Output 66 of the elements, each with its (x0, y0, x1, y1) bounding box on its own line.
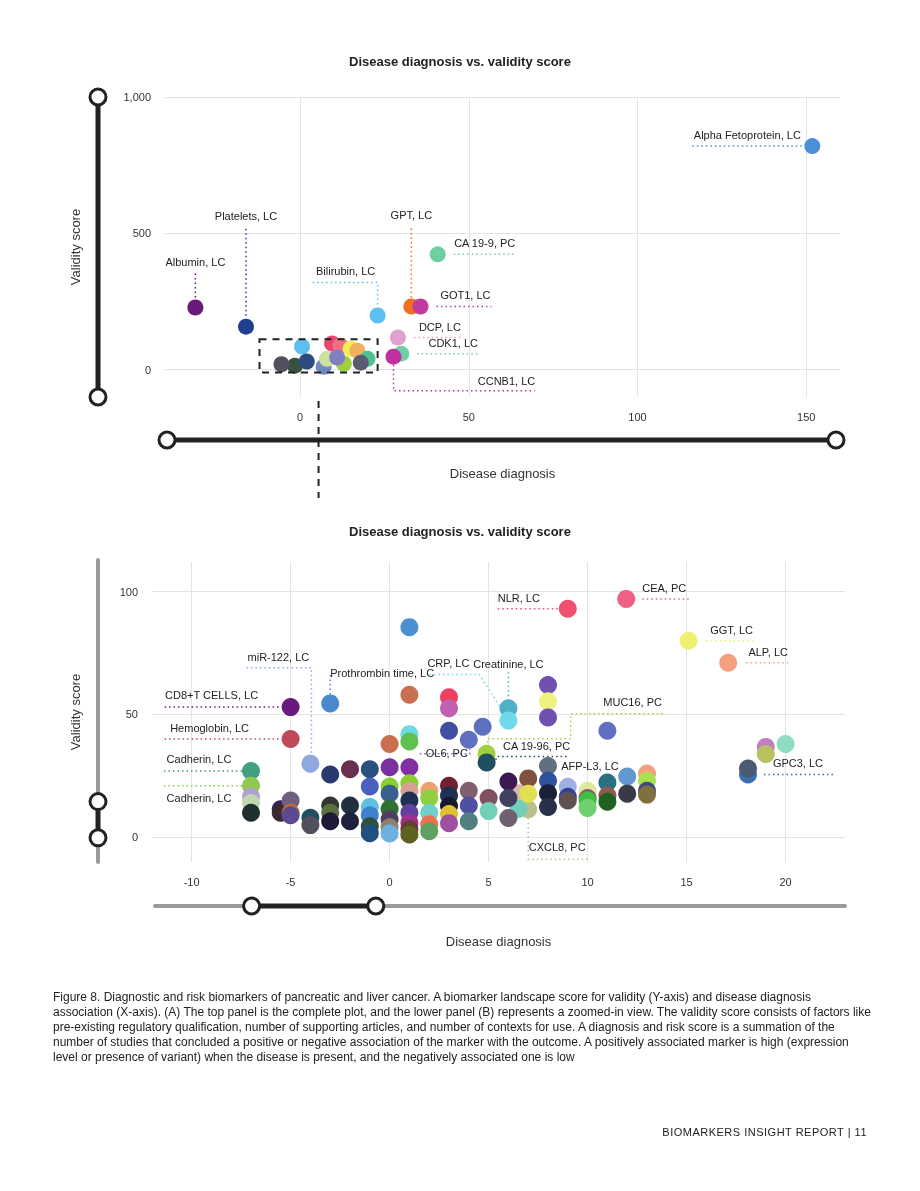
annotation: ALP, LC (748, 645, 788, 658)
annotation: GPT, LC (390, 209, 433, 222)
annotation: Alpha Fetoprotein, LC (693, 129, 801, 142)
annotation: GOT1, LC (440, 289, 491, 302)
annotation: AFP-L3, LC (561, 760, 619, 773)
chart-title: Disease diagnosis vs. validity score (349, 524, 571, 539)
x-tick-label: 50 (462, 410, 475, 423)
annotation: CDK1, LC (428, 336, 479, 349)
point (804, 138, 821, 155)
y-axis-title: Validity score (68, 208, 83, 286)
x-tick-label: 0 (296, 410, 304, 423)
y-tick-label: 100 (119, 585, 138, 598)
annotation: CXCL8, PC (528, 841, 586, 854)
point (369, 307, 386, 324)
annotation: Creatinine, LC (473, 658, 544, 671)
annotation: Prothrombin time, LC (330, 667, 435, 680)
point (187, 299, 204, 316)
text: BIOMARKERS INSIGHT REPORT | 11 (662, 1126, 867, 1138)
annotation: CEA, PC (642, 581, 687, 594)
annotation: CCNB1, LC (477, 374, 536, 387)
point (385, 348, 402, 365)
annotation: Cadherin, LC (166, 753, 232, 766)
point (273, 356, 290, 373)
x-tick-label: 15 (680, 875, 693, 888)
x-tick-label: 0 (386, 875, 393, 888)
annotation: Platelets, LC (214, 209, 278, 222)
annotation: OL6, PC (425, 746, 468, 759)
point (429, 246, 446, 263)
point (294, 338, 311, 355)
x-tick-label: 100 (628, 410, 647, 423)
point (329, 349, 346, 366)
chart-title: Disease diagnosis vs. validity score (349, 54, 571, 69)
annotation: CA 19-9, PC (454, 237, 516, 250)
y-tick-label: 1,000 (123, 91, 151, 103)
x-tick-label: 150 (797, 410, 816, 423)
y-tick-label: 0 (131, 831, 138, 844)
x-tick-label: 10 (581, 875, 594, 888)
point (412, 298, 429, 315)
annotation: Hemoglobin, LC (170, 722, 250, 735)
annotation: DCP, LC (418, 320, 461, 333)
point (352, 354, 369, 371)
annotation: GGT, LC (710, 623, 754, 636)
x-tick-label: 5 (485, 875, 492, 888)
annotation: Albumin, LC (165, 255, 226, 268)
annotation: CA 19-96, PC (502, 740, 571, 753)
caption: Figure 8. Diagnostic and risk biomarkers of pancreatic and liver cancer. A biomarker landscape score for validity (Y-axis) and disease diagnosis association (X-axis). (A) The top panel is the complete plot, and the lower panel (B) represents a zoomed-in view. The validity score consists of factors like pre-existing regulatory qualification, number of supporting articles, and number of contexts for use. A diagnosis and risk score is a summation of the number of studies that concluded a positive or negative association of the marker with the outcome. A positively associated marker is high (expression level or presence of variant) when the disease is present, and the negatively associated one is low (53, 990, 872, 1065)
x-axis-title: Disease diagnosis (449, 466, 556, 481)
point (238, 318, 254, 335)
annotation: GPC3, LC (772, 757, 824, 770)
point (389, 329, 406, 346)
point (298, 353, 315, 370)
annotation: CD8+T CELLS, LC (165, 689, 259, 702)
annotation: Bilirubin, LC (315, 265, 376, 278)
annotation: miR-122, LC (247, 650, 310, 663)
y-tick-label: 50 (125, 708, 138, 721)
annotation: CRP, LC (427, 656, 470, 669)
annotation: NLR, LC (497, 591, 540, 604)
x-tick-label: -5 (285, 875, 296, 888)
annotation: MUC16, PC (603, 695, 663, 708)
y-tick-label: 0 (144, 363, 151, 376)
y-tick-label: 500 (132, 227, 151, 240)
x-tick-label: 20 (779, 875, 792, 888)
x-axis-title: Disease diagnosis (445, 934, 552, 949)
x-tick-label: -10 (183, 875, 200, 888)
y-axis-title: Validity score (68, 673, 83, 751)
annotation: Cadherin, LC (166, 791, 232, 804)
